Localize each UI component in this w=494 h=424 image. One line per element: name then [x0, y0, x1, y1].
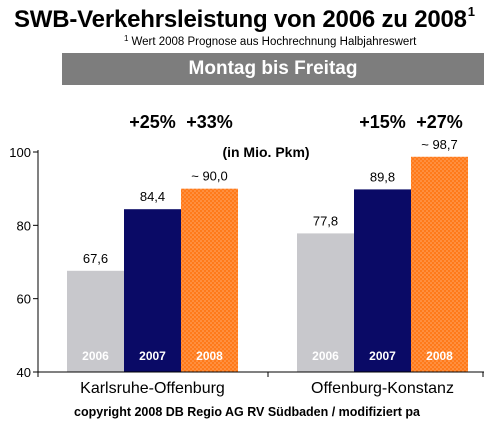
footnote: 1 Wert 2008 Prognose aus Hochrechnung Hal…	[124, 34, 416, 48]
value-label: ~ 90,0	[191, 169, 228, 184]
y-tick-label: 60	[17, 292, 31, 307]
value-label: 77,8	[313, 213, 338, 228]
category-label: Karlsruhe-Offenburg	[80, 380, 225, 397]
value-label: 84,4	[140, 189, 165, 204]
value-label: 67,6	[83, 251, 108, 266]
bar-year-label: 2006	[312, 349, 339, 363]
title-footnote-mark: 1	[467, 4, 475, 19]
growth-label: +15%	[359, 112, 406, 132]
bar-year-label: 2007	[139, 349, 166, 363]
category-label: Offenburg-Konstanz	[311, 380, 454, 397]
bar-2006	[297, 233, 354, 372]
bar-2008	[181, 188, 238, 372]
bar-2008	[411, 156, 468, 372]
unit-label: (in Mio. Pkm)	[222, 144, 309, 160]
footnote-text: Wert 2008 Prognose aus Hochrechnung Halb…	[131, 36, 417, 48]
chart-title: SWB-Verkehrsleistung von 2006 zu 20081	[14, 4, 475, 33]
growth-label: +27%	[416, 112, 463, 132]
y-tick-label: 40	[17, 365, 31, 380]
bar-year-label: 2008	[196, 349, 223, 363]
bar-year-label: 2007	[369, 349, 396, 363]
bar-2007	[124, 209, 181, 372]
bar-2006	[67, 270, 124, 372]
bar-2007	[354, 189, 411, 372]
weekday-banner: Montag bis Freitag	[62, 53, 484, 85]
value-label: ~ 98,7	[421, 137, 458, 152]
value-label: 89,8	[370, 169, 395, 184]
growth-label: +33%	[186, 112, 233, 132]
bar-year-label: 2008	[426, 349, 453, 363]
copyright: copyright 2008 DB Regio AG RV Südbaden /…	[74, 405, 420, 419]
bar-year-label: 2006	[82, 349, 109, 363]
footnote-mark: 1	[124, 34, 129, 43]
y-tick-label: 100	[9, 145, 31, 160]
y-tick-label: 80	[17, 218, 31, 233]
growth-label: +25%	[129, 112, 176, 132]
